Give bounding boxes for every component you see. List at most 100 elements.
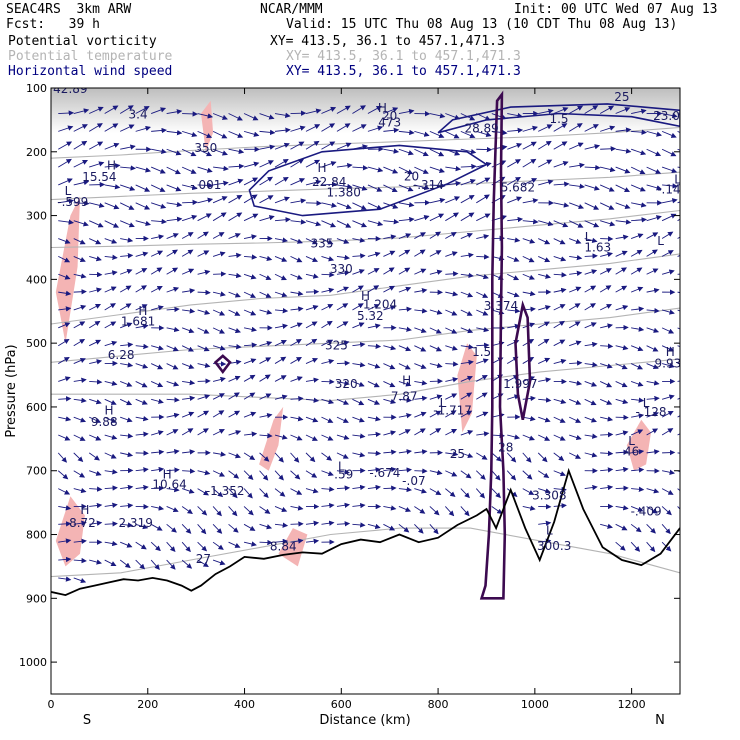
contour-label: -.599 bbox=[57, 195, 88, 209]
wind-vector bbox=[507, 237, 521, 243]
wind-vector bbox=[631, 467, 645, 473]
wind-vector bbox=[631, 397, 645, 403]
wind-vector bbox=[151, 127, 167, 134]
wind-vector bbox=[119, 398, 133, 406]
wind-vector bbox=[166, 326, 180, 333]
wind-vector bbox=[507, 291, 520, 298]
wind-vector bbox=[321, 486, 335, 492]
wind-vector bbox=[460, 344, 474, 350]
contour-label: 300.3 bbox=[537, 539, 571, 553]
contour-label: 9.93 bbox=[655, 356, 682, 370]
wind-vector bbox=[290, 141, 305, 150]
wind-vector bbox=[445, 148, 461, 156]
wind-vector bbox=[538, 520, 552, 526]
wind-vector bbox=[305, 470, 318, 478]
wind-vector bbox=[58, 434, 71, 441]
wind-vector bbox=[58, 125, 74, 132]
wind-vector bbox=[553, 304, 566, 311]
wind-vector bbox=[538, 179, 554, 186]
wind-vector bbox=[584, 361, 598, 368]
wind-vector bbox=[476, 392, 488, 400]
wind-vector bbox=[104, 286, 117, 293]
wind-vector bbox=[290, 198, 307, 204]
wind-vector bbox=[522, 273, 535, 280]
wind-vector bbox=[615, 398, 629, 405]
wind-vector bbox=[445, 506, 455, 517]
contour-label: 1.63 bbox=[584, 240, 611, 254]
wind-vector bbox=[151, 398, 164, 404]
wind-vector bbox=[274, 255, 288, 262]
wind-vector bbox=[507, 127, 524, 134]
wind-vector bbox=[228, 309, 241, 316]
contour-label: -.147 bbox=[657, 182, 688, 196]
wind-vector bbox=[274, 217, 291, 223]
wind-vector bbox=[259, 393, 272, 400]
wind-vector bbox=[259, 160, 274, 168]
wind-vector bbox=[414, 232, 426, 239]
wind-vector bbox=[414, 268, 427, 275]
wind-vector bbox=[336, 142, 352, 150]
wind-vector bbox=[615, 250, 628, 257]
wind-vector bbox=[135, 202, 151, 210]
wind-vector bbox=[553, 434, 566, 441]
field-xy-wind: XY= 413.5, 36.1 to 457.1,471.3 bbox=[286, 64, 521, 79]
wind-vector bbox=[662, 183, 678, 189]
wind-vector bbox=[599, 398, 613, 405]
wind-vector bbox=[336, 380, 350, 386]
wind-vector bbox=[89, 339, 102, 347]
wind-vector bbox=[336, 434, 350, 440]
contour-label: 5.32 bbox=[357, 309, 384, 323]
wind-vector bbox=[228, 452, 241, 459]
wind-vector bbox=[383, 485, 397, 491]
wind-vector bbox=[522, 255, 535, 263]
wind-vector bbox=[89, 106, 104, 114]
wind-vector bbox=[104, 485, 118, 491]
wind-vector bbox=[568, 321, 581, 329]
contour-label: 3.4 bbox=[129, 108, 148, 122]
wind-vector bbox=[305, 108, 322, 114]
wind-vector bbox=[58, 255, 71, 263]
wind-vector bbox=[73, 220, 89, 227]
wind-vector bbox=[646, 232, 659, 239]
wind-vector bbox=[73, 452, 84, 463]
wind-vector bbox=[677, 470, 680, 473]
wind-vector bbox=[305, 238, 318, 245]
wind-vector bbox=[212, 327, 226, 334]
theta-contour-line bbox=[51, 253, 680, 325]
wind-vector bbox=[569, 340, 582, 347]
contour-label: 2.319 bbox=[118, 516, 152, 530]
contour-label: -.128 bbox=[635, 405, 666, 419]
wind-vector bbox=[352, 202, 367, 210]
wind-vector bbox=[522, 290, 536, 297]
wind-vector bbox=[460, 291, 474, 298]
wind-vector bbox=[568, 105, 584, 114]
wind-vector bbox=[274, 142, 290, 150]
wind-vector bbox=[600, 416, 614, 422]
wind-vector bbox=[259, 255, 273, 262]
wind-vector bbox=[290, 416, 304, 422]
wind-vector bbox=[553, 123, 568, 132]
wind-vector bbox=[367, 381, 380, 388]
wind-vector bbox=[228, 506, 238, 517]
wind-vector bbox=[476, 113, 491, 121]
pv-shaded-region bbox=[457, 343, 477, 433]
wind-vector bbox=[120, 144, 136, 150]
wind-vector bbox=[398, 148, 414, 156]
wind-vector bbox=[321, 339, 334, 347]
wind-vector bbox=[615, 285, 628, 293]
wind-vector bbox=[73, 273, 87, 279]
wind-vector bbox=[290, 273, 303, 280]
wind-vector bbox=[615, 344, 629, 351]
wind-vector bbox=[228, 148, 245, 155]
wind-vector bbox=[212, 309, 226, 316]
wind-vector bbox=[569, 162, 585, 169]
wind-vector bbox=[646, 184, 662, 191]
wind-vector bbox=[197, 309, 211, 315]
wind-vector bbox=[445, 428, 458, 436]
wind-vector bbox=[336, 183, 353, 190]
contour-label: 1.5 bbox=[472, 345, 491, 359]
wind-vector bbox=[274, 176, 289, 186]
contour-label: 350 bbox=[194, 141, 217, 155]
wind-vector bbox=[522, 505, 536, 511]
wind-vector bbox=[166, 523, 177, 533]
